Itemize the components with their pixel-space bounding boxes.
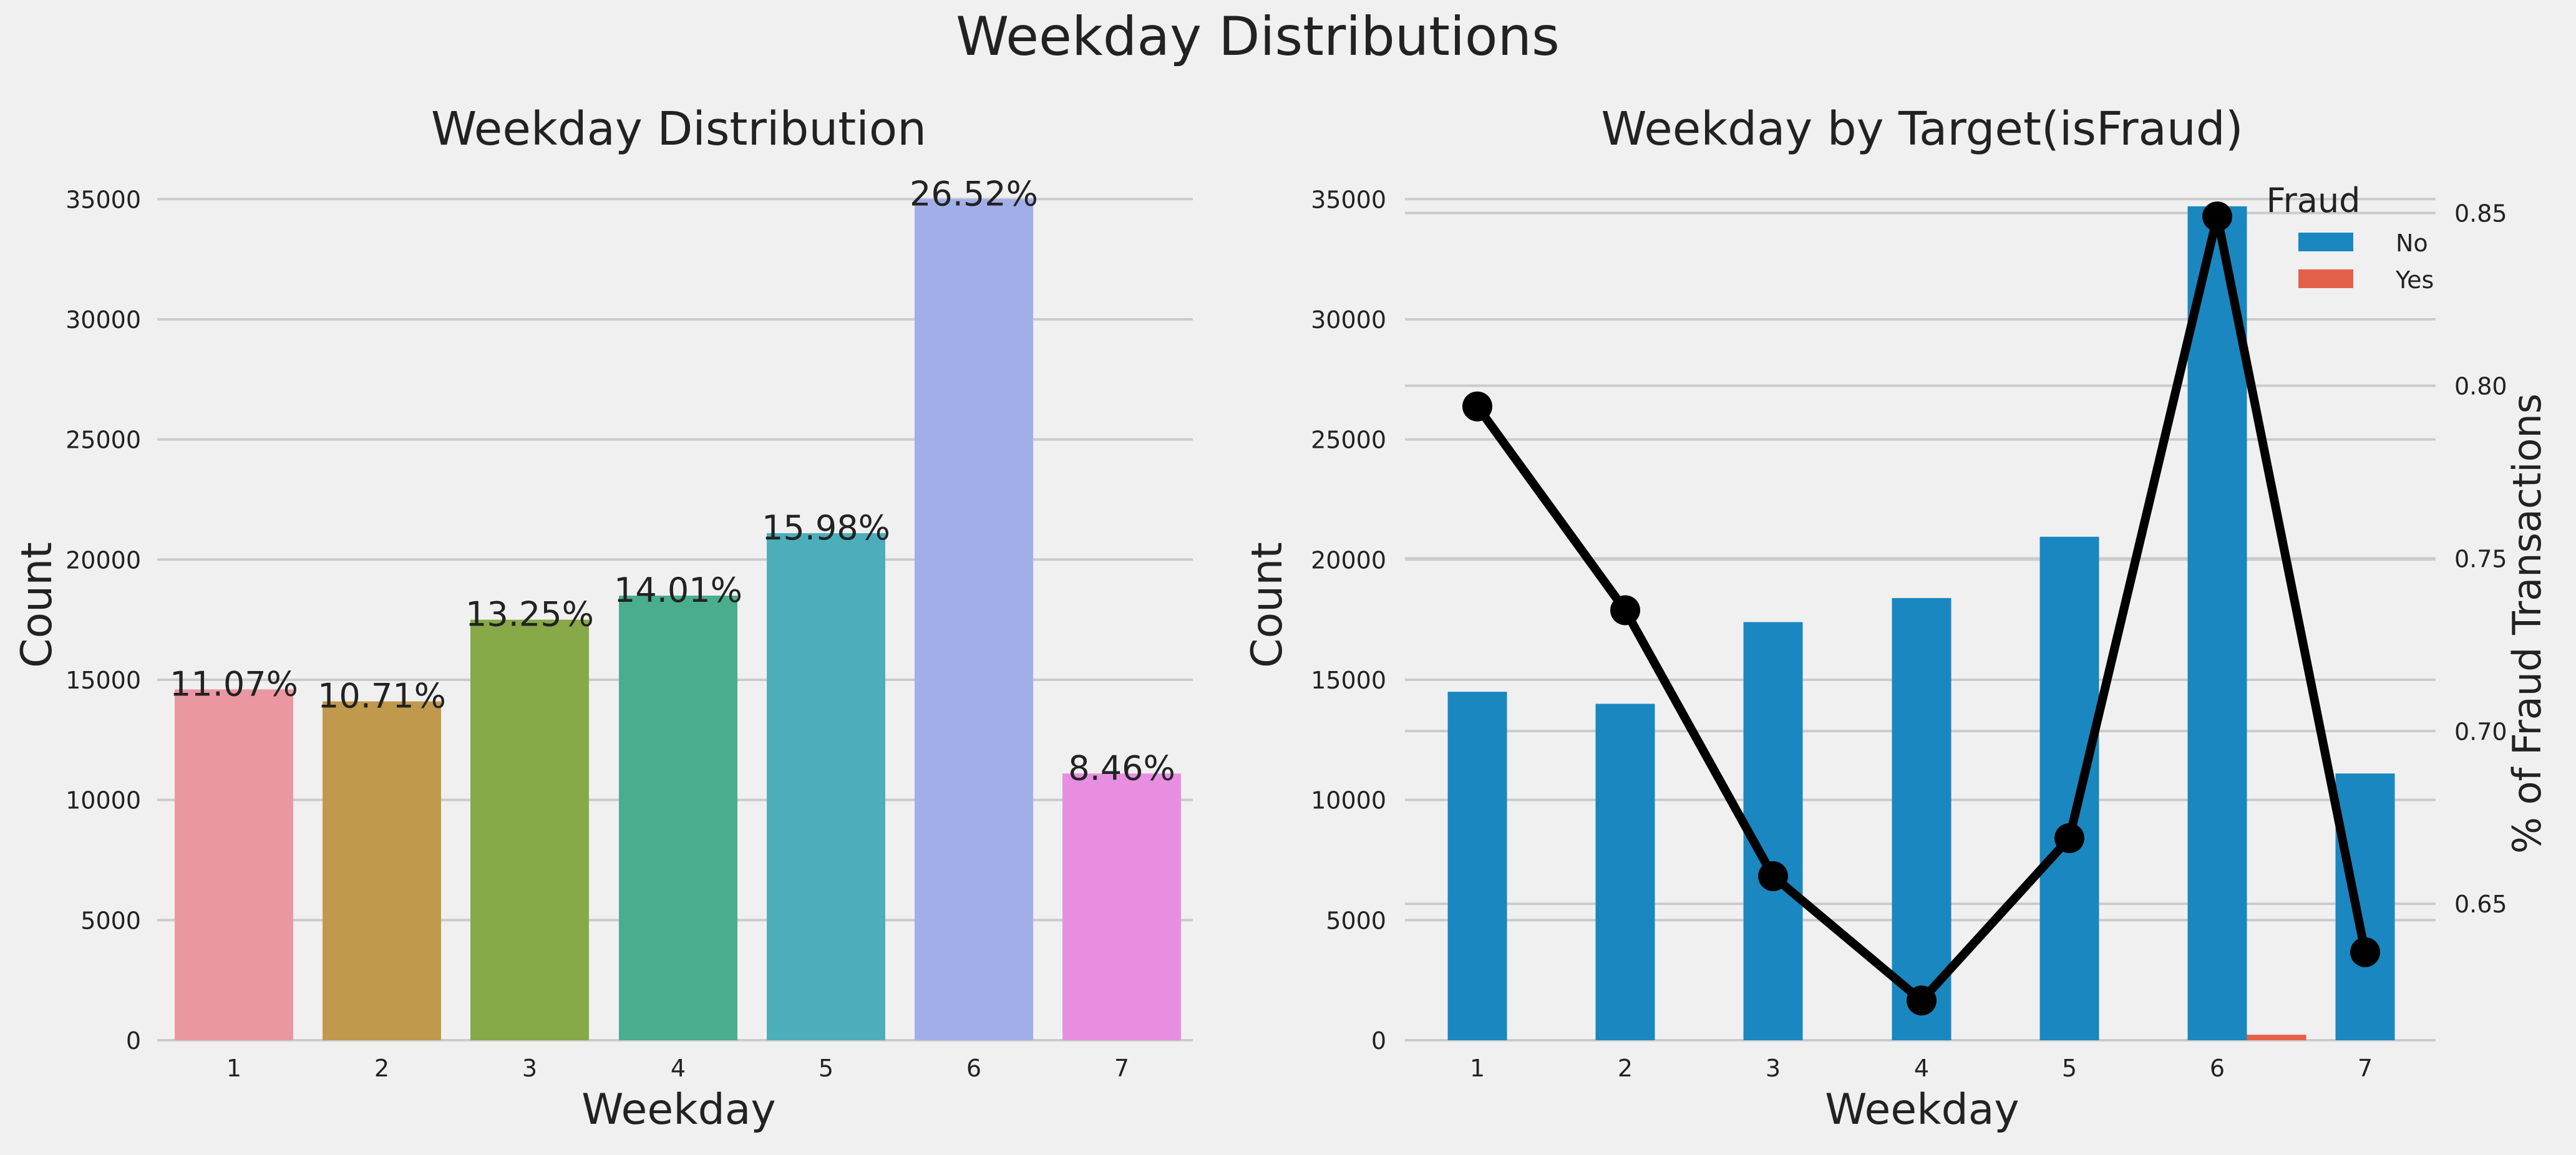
fraud-rate-point — [2054, 823, 2084, 853]
left-y-tick-label: 0 — [126, 1027, 141, 1055]
right-x-tick-label: 6 — [2210, 1055, 2225, 1082]
left-x-axis-label: Weekday — [581, 1085, 775, 1134]
left-data-label: 8.46% — [1068, 748, 1175, 788]
left-y-tick-label: 10000 — [66, 787, 141, 814]
left-x-tick-label: 7 — [1114, 1055, 1129, 1082]
right-bar-no — [1743, 622, 1803, 1040]
legend-swatch-no — [2298, 233, 2353, 251]
right-chart: Weekday by Target(isFraud) 0500010000150… — [1243, 102, 2550, 1134]
legend-label-no: No — [2396, 230, 2428, 257]
fraud-rate-line — [1462, 201, 2380, 1016]
left-y-tick-labels: 0 5000 10000 15000 20000 25000 30000 35000 — [66, 186, 141, 1055]
right-bar-no — [2335, 773, 2395, 1040]
right-x-tick-label: 7 — [2358, 1055, 2373, 1082]
left-y-tick-label: 35000 — [66, 186, 141, 213]
left-x-tick-label: 2 — [374, 1055, 389, 1082]
legend-title: Fraud — [2267, 181, 2361, 220]
fraud-rate-point — [2202, 201, 2232, 232]
right-y-tick-labels: 0 5000 10000 15000 20000 25000 30000 35000 — [1311, 186, 1386, 1055]
left-data-label: 14.01% — [614, 571, 742, 610]
left-y-axis-label: Count — [12, 542, 62, 668]
left-bar — [1062, 773, 1181, 1040]
left-data-labels: 11.07% 10.71% 13.25% 14.01% 15.98% 26.52% 8.46… — [170, 174, 1175, 788]
left-data-label: 11.07% — [170, 664, 298, 703]
left-x-tick-label: 6 — [966, 1055, 981, 1082]
right-secondary-y-axis-label: % of Fraud Transactions — [2504, 394, 2550, 854]
left-data-label: 15.98% — [762, 508, 890, 548]
left-bars — [175, 199, 1181, 1041]
left-chart: Weekday Distribution 0 5000 10000 15000 2000… — [12, 102, 1193, 1134]
left-chart-title: Weekday Distribution — [431, 102, 926, 156]
left-data-label: 10.71% — [318, 677, 446, 716]
left-y-tick-label: 30000 — [66, 306, 141, 334]
left-bar — [915, 199, 1033, 1041]
right-bar-yes — [2247, 1035, 2306, 1040]
fraud-rate-point — [2350, 937, 2380, 967]
right-bar-no — [2187, 206, 2247, 1041]
right-bar-no — [1447, 692, 1507, 1040]
right-bar-no — [1892, 597, 1951, 1040]
fraud-rate-point — [1907, 985, 1937, 1016]
left-y-tick-label: 15000 — [66, 667, 141, 694]
right-x-tick-label: 1 — [1470, 1055, 1485, 1082]
right-x-axis-label: Weekday — [1825, 1085, 2019, 1134]
left-data-label: 26.52% — [910, 174, 1038, 213]
left-x-tick-label: 4 — [671, 1055, 686, 1082]
right-secondary-y-tick-label: 0.85 — [2454, 200, 2507, 228]
right-x-tick-labels: 1 2 3 4 5 6 7 — [1470, 1055, 2373, 1082]
right-bar-no — [2039, 536, 2099, 1040]
right-bar-no — [1595, 703, 1655, 1040]
right-x-tick-label: 2 — [1618, 1055, 1633, 1082]
right-secondary-y-tick-label: 0.70 — [2454, 718, 2507, 745]
right-y-tick-label: 35000 — [1311, 186, 1386, 213]
fraud-rate-point — [1758, 861, 1788, 891]
left-x-tick-labels: 1 2 3 4 5 6 7 — [226, 1055, 1129, 1082]
figure-suptitle: Weekday Distributions — [956, 6, 1560, 68]
right-secondary-y-tick-label: 0.75 — [2454, 545, 2507, 573]
right-chart-title: Weekday by Target(isFraud) — [1601, 102, 2243, 156]
right-y-tick-label: 15000 — [1311, 667, 1386, 694]
legend-label-yes: Yes — [2395, 266, 2434, 294]
left-bar — [175, 689, 293, 1040]
right-secondary-y-tick-labels: 0.65 0.70 0.75 0.80 0.85 — [2454, 200, 2507, 919]
right-bars — [1447, 206, 2395, 1041]
left-bar — [619, 596, 737, 1040]
left-y-tick-label: 20000 — [66, 546, 141, 574]
left-bar — [323, 701, 441, 1040]
left-x-tick-label: 1 — [226, 1055, 241, 1082]
left-data-label: 13.25% — [465, 595, 594, 634]
left-y-tick-label: 25000 — [66, 427, 141, 454]
fraud-rate-point — [1462, 391, 1492, 422]
right-x-tick-label: 4 — [1914, 1055, 1929, 1082]
right-y-tick-label: 0 — [1371, 1027, 1386, 1055]
right-y-tick-label: 20000 — [1311, 546, 1386, 574]
left-y-tick-label: 5000 — [80, 907, 141, 934]
right-y-tick-label: 10000 — [1311, 787, 1386, 814]
right-y-axis-label: Count — [1243, 542, 1292, 668]
right-secondary-y-tick-label: 0.80 — [2454, 372, 2507, 400]
left-x-tick-label: 3 — [522, 1055, 537, 1082]
right-y-tick-label: 5000 — [1326, 907, 1386, 934]
right-y-tick-label: 25000 — [1311, 427, 1386, 454]
fraud-rate-point — [1610, 595, 1640, 626]
legend-swatch-yes — [2298, 269, 2353, 288]
right-x-tick-label: 5 — [2062, 1055, 2077, 1082]
left-x-tick-label: 5 — [819, 1055, 834, 1082]
right-x-tick-label: 3 — [1766, 1055, 1781, 1082]
right-secondary-y-tick-label: 0.65 — [2454, 891, 2507, 918]
left-bar — [767, 533, 885, 1040]
legend: Fraud No Yes — [2267, 181, 2434, 294]
right-y-tick-label: 30000 — [1311, 306, 1386, 334]
left-bar — [470, 619, 589, 1040]
